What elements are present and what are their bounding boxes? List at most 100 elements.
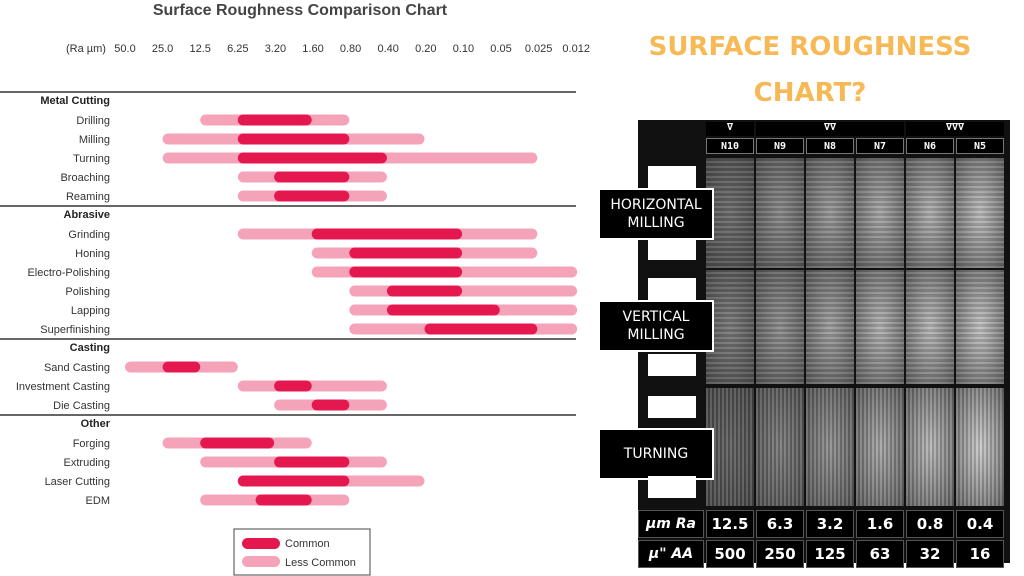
common-bar xyxy=(311,228,463,240)
process-label: Laser Cutting xyxy=(45,476,110,488)
legend-label-common: Common xyxy=(285,538,330,550)
panel-heading-line1: SURFACE ROUGHNESS xyxy=(648,32,972,62)
specimen-cell xyxy=(856,270,904,384)
specimen-cell xyxy=(756,270,804,384)
process-label: Honing xyxy=(75,248,110,260)
common-bar xyxy=(237,475,350,487)
common-bar xyxy=(274,190,350,202)
process-label: Milling xyxy=(79,134,110,146)
white-tab xyxy=(648,166,696,188)
footer-value: 63 xyxy=(856,540,904,568)
grade-header: N5 xyxy=(956,138,1004,154)
row-label: TURNING xyxy=(598,428,714,480)
common-bar xyxy=(237,114,312,126)
common-bar xyxy=(237,133,350,145)
specimen-cell xyxy=(706,270,754,384)
specimen-cell xyxy=(806,270,854,384)
footer-value: 125 xyxy=(806,540,854,568)
footer-value: 1.6 xyxy=(856,510,904,538)
process-label: Polishing xyxy=(65,286,110,298)
specimen-cell xyxy=(856,158,904,268)
common-bar xyxy=(424,323,538,335)
process-label: Die Casting xyxy=(53,400,110,412)
tick-label: 0.40 xyxy=(377,43,398,55)
footer-value: 16 xyxy=(956,540,1004,568)
common-bar xyxy=(162,361,201,373)
common-bar xyxy=(311,399,350,411)
process-label: Sand Casting xyxy=(44,362,110,374)
common-bar xyxy=(349,266,463,278)
common-bar xyxy=(386,304,500,316)
common-bar xyxy=(386,285,463,297)
legend: Common Less Common xyxy=(233,528,371,576)
tick-label: 0.025 xyxy=(525,43,553,55)
process-label: Forging xyxy=(73,438,110,450)
footer-value: 32 xyxy=(906,540,954,568)
common-bar xyxy=(237,152,387,164)
footer-value: 500 xyxy=(706,540,754,568)
footer-unit-label: µ" AA xyxy=(638,540,704,568)
roughness-range-chart: Surface Roughness Comparison Chart (Ra µ… xyxy=(0,2,590,576)
specimen-cell xyxy=(856,388,904,506)
process-label: Broaching xyxy=(60,172,110,184)
specimen-cell xyxy=(806,158,854,268)
legend-label-less-common: Less Common xyxy=(285,557,356,569)
specimen-cell xyxy=(956,388,1004,506)
row-label: HORIZONTAL MILLING xyxy=(598,188,714,240)
white-tab xyxy=(648,278,696,300)
group-label: Other xyxy=(81,418,111,430)
axis-unit-label: (Ra µm) xyxy=(66,43,106,55)
panel-heading-line2: CHART? xyxy=(753,78,867,108)
legend-swatch-common xyxy=(242,538,280,549)
symbol-header: ∇∇ xyxy=(756,122,904,136)
process-label: Electro-Polishing xyxy=(27,267,110,279)
common-bar xyxy=(349,247,463,259)
chart-rows: Metal Cutting Drilling Milling Turning Broac… xyxy=(0,91,578,507)
footer-value: 3.2 xyxy=(806,510,854,538)
legend-box xyxy=(233,528,371,576)
tick-label: 1.60 xyxy=(302,43,323,55)
process-label: Extruding xyxy=(64,457,110,469)
legend-swatch-less-common xyxy=(242,556,280,567)
group-label: Abrasive xyxy=(64,209,110,221)
specimen-cell xyxy=(906,270,954,384)
grade-header: N8 xyxy=(806,138,854,154)
footer-unit-label: µm Ra xyxy=(638,510,704,538)
white-tab xyxy=(648,476,696,498)
process-label: Superfinishing xyxy=(40,324,110,336)
specimen-cell xyxy=(706,158,754,268)
chart-title: Surface Roughness Comparison Chart xyxy=(153,2,448,19)
tick-label: 6.25 xyxy=(227,43,248,55)
footer-value: 250 xyxy=(756,540,804,568)
specimen-cell xyxy=(906,158,954,268)
process-label: Reaming xyxy=(66,191,110,203)
grade-header: N7 xyxy=(856,138,904,154)
white-tab xyxy=(648,238,696,260)
less-common-bar xyxy=(237,380,387,392)
specimen-cell xyxy=(756,158,804,268)
tick-label: 12.5 xyxy=(189,43,210,55)
group-label: Casting xyxy=(70,342,110,354)
grade-header: N9 xyxy=(756,138,804,154)
common-bar xyxy=(274,380,312,392)
common-bar xyxy=(200,437,275,449)
process-label: Drilling xyxy=(76,115,110,127)
tick-label: 0.80 xyxy=(340,43,361,55)
tick-label: 3.20 xyxy=(265,43,286,55)
specimen-plate: ∇ ∇∇ ∇∇∇ N10 N9 N8 N7 N6 N5 HORIZONTAL MILLING VER… xyxy=(598,120,1010,568)
footer-value: 6.3 xyxy=(756,510,804,538)
symbol-header: ∇∇∇ xyxy=(906,122,1004,136)
footer-value: 0.4 xyxy=(956,510,1004,538)
specimen-cell xyxy=(806,388,854,506)
white-tab xyxy=(648,354,696,376)
process-label: Lapping xyxy=(71,305,110,317)
white-tab xyxy=(648,396,696,418)
common-bar xyxy=(274,456,350,468)
process-label: Grinding xyxy=(68,229,110,241)
less-common-bar xyxy=(349,285,578,297)
grade-header: N10 xyxy=(706,138,754,154)
common-bar xyxy=(274,171,350,183)
process-label: Investment Casting xyxy=(16,381,110,393)
row-label: VERTICAL MILLING xyxy=(598,300,714,352)
specimen-cell xyxy=(956,158,1004,268)
